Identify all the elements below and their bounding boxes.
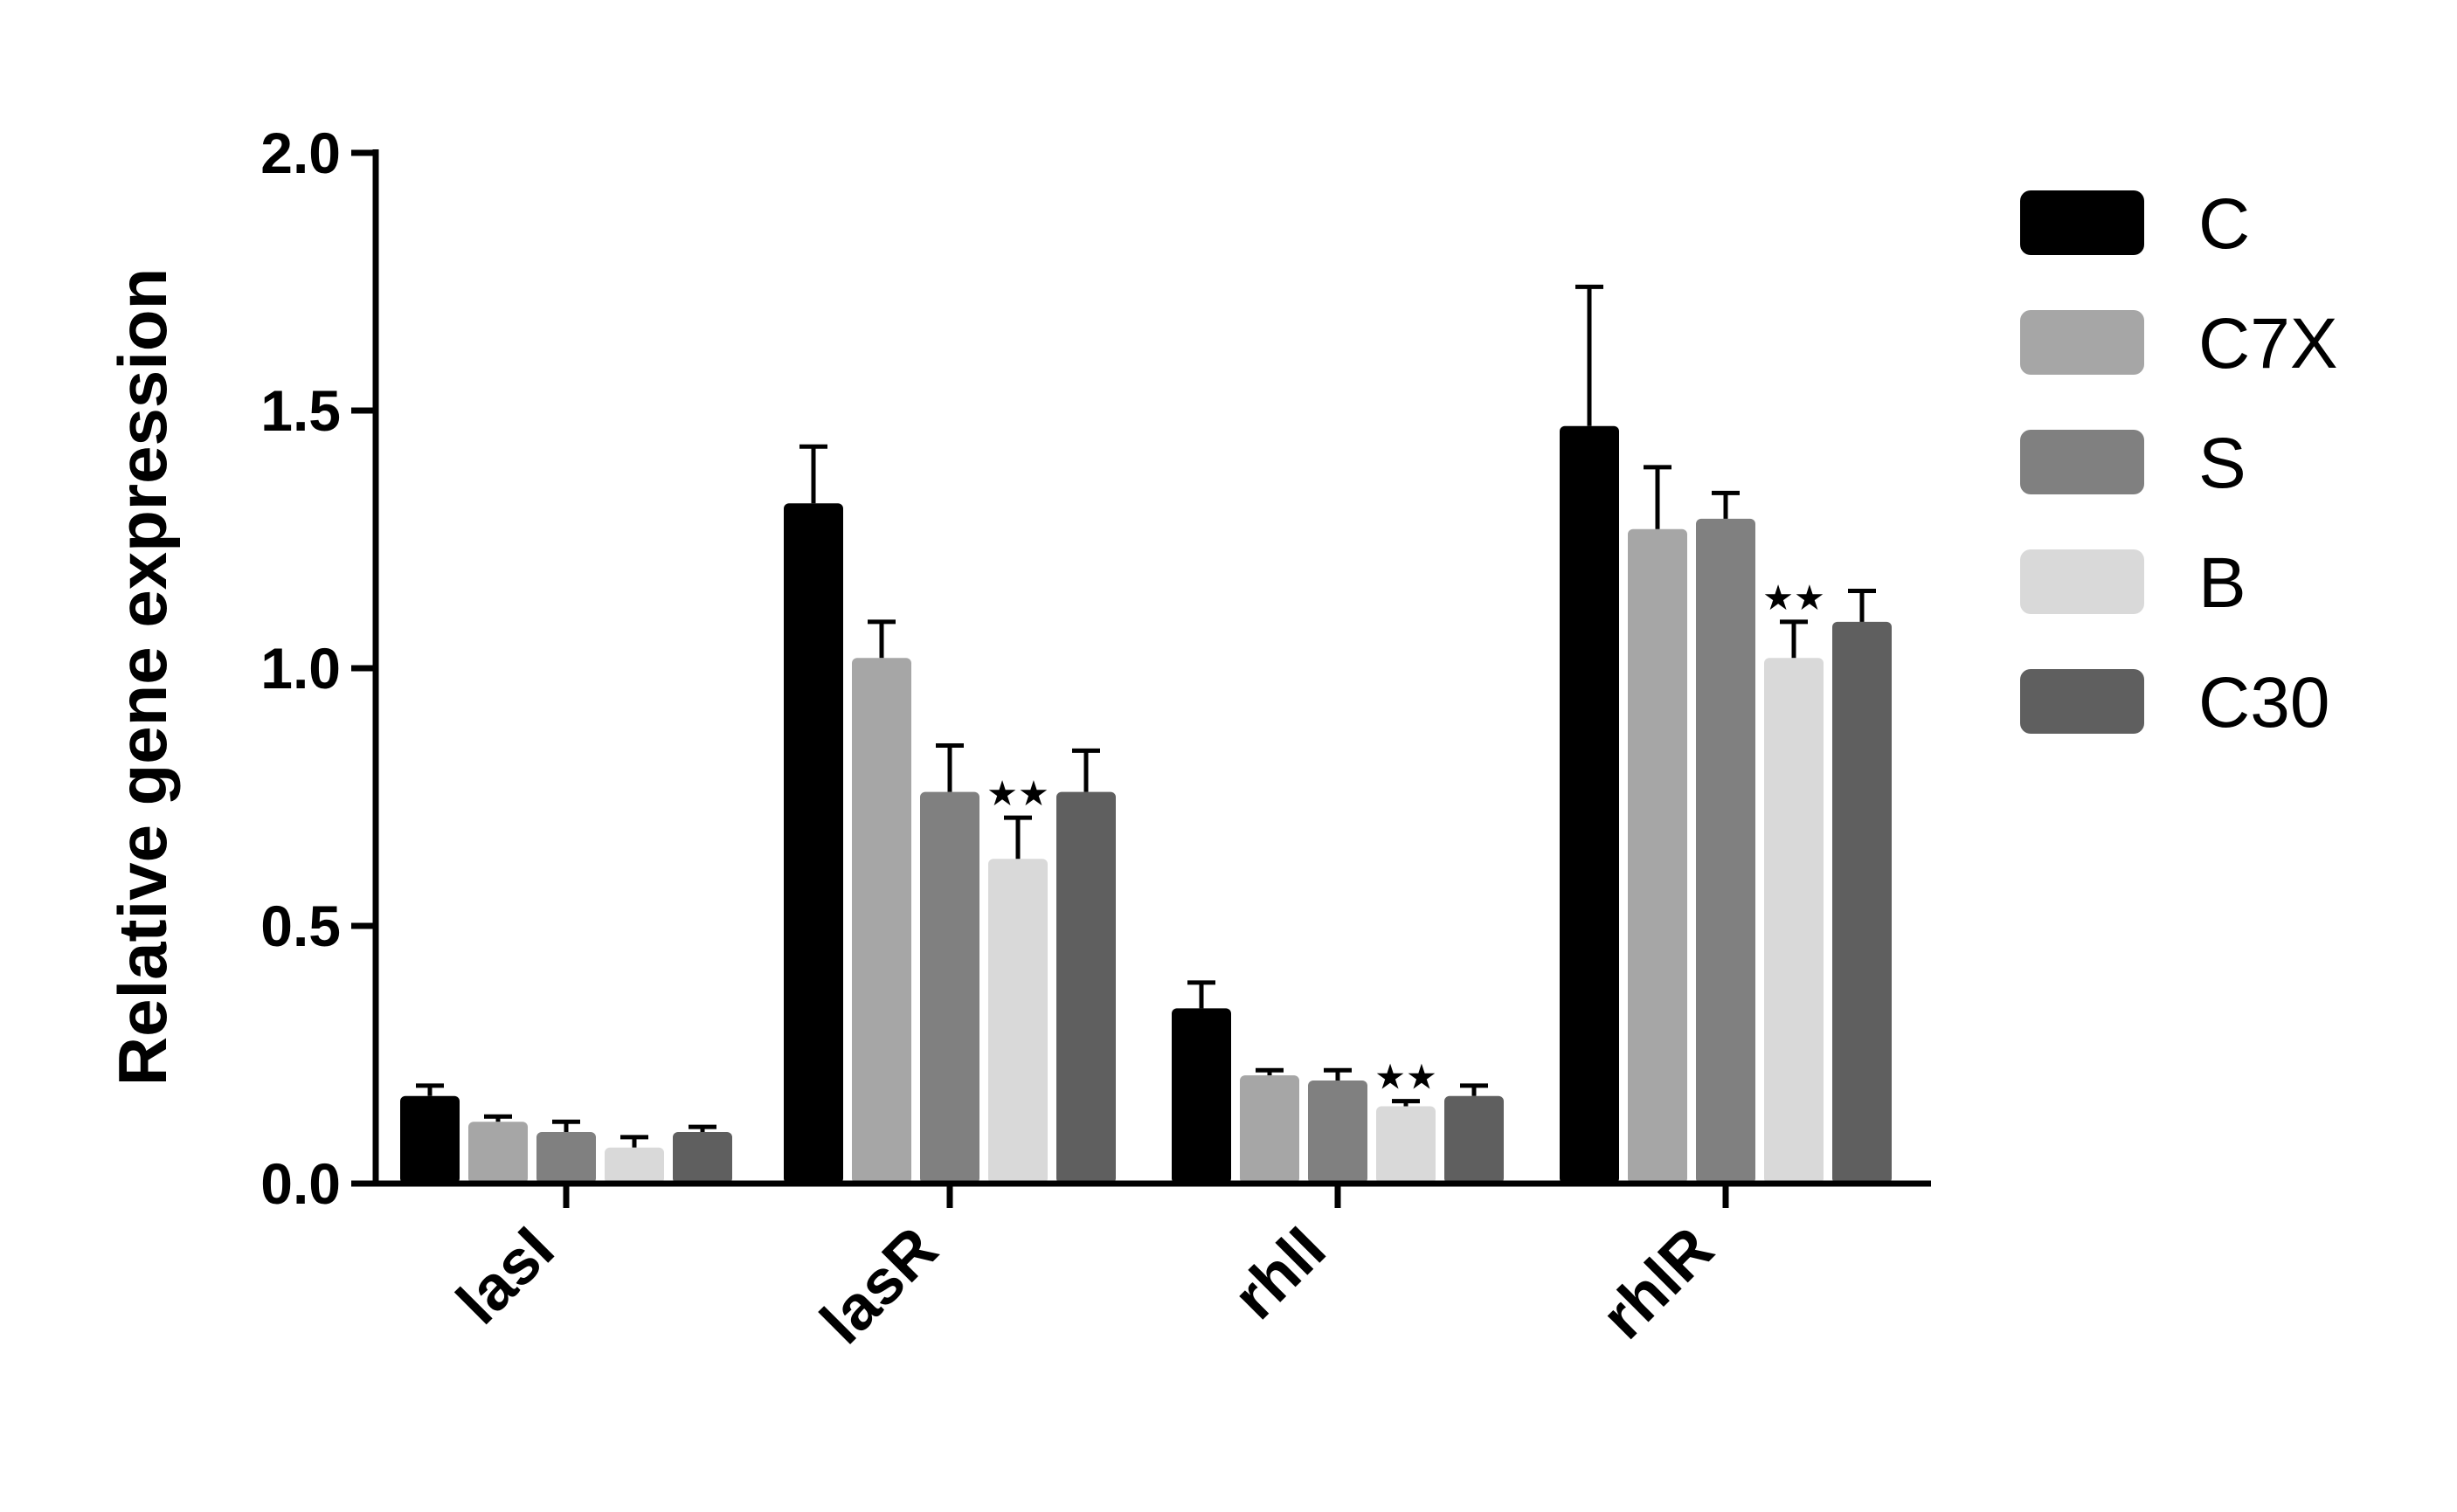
legend-swatch-B	[2020, 549, 2144, 614]
bar-C30-rhlR	[1832, 621, 1892, 1184]
bar-C-rhlR	[1560, 425, 1619, 1184]
bar-B-rhlI	[1376, 1106, 1436, 1184]
bar-C7X-lasR	[852, 658, 911, 1184]
bar-C30-lasR	[1056, 791, 1116, 1184]
significance-marker: ★★	[986, 775, 1049, 813]
y-tick-label: 1.5	[260, 378, 341, 443]
bar-B-lasI	[605, 1147, 664, 1184]
legend-label-C: C	[2198, 184, 2250, 264]
legend-swatch-C7X	[2020, 310, 2144, 375]
x-tick-label: lasR	[807, 1214, 951, 1357]
bar-C7X-rhlI	[1240, 1075, 1299, 1184]
bar-C30-rhlI	[1444, 1095, 1504, 1184]
legend-swatch-C	[2020, 190, 2144, 255]
legend-label-C30: C30	[2198, 663, 2329, 742]
bar-B-rhlR	[1764, 658, 1824, 1184]
bar-C-lasI	[400, 1095, 460, 1184]
bar-C-rhlI	[1172, 1008, 1231, 1184]
y-tick-label: 0.0	[260, 1151, 341, 1216]
bar-S-lasI	[536, 1132, 596, 1184]
significance-marker: ★★	[1762, 579, 1825, 618]
bar-S-rhlR	[1696, 518, 1755, 1184]
significance-marker: ★★	[1374, 1059, 1437, 1097]
legend-label-C7X: C7X	[2198, 304, 2338, 383]
bar-C30-lasI	[673, 1132, 732, 1184]
bar-S-rhlI	[1308, 1080, 1367, 1184]
bar-C7X-lasI	[468, 1122, 528, 1184]
bar-S-lasR	[920, 791, 979, 1184]
y-axis-title: Relative gene expression	[104, 268, 181, 1086]
legend-swatch-C30	[2020, 669, 2144, 734]
x-tick-label: rhlR	[1588, 1214, 1727, 1352]
legend-swatch-S	[2020, 430, 2144, 494]
y-tick-label: 0.5	[260, 894, 341, 958]
x-tick-label: rhlI	[1221, 1214, 1339, 1333]
bar-C-lasR	[784, 503, 843, 1184]
legend-label-B: B	[2198, 543, 2246, 623]
x-tick-label: lasI	[444, 1214, 567, 1337]
bar-B-lasR	[988, 859, 1048, 1184]
legend-label-S: S	[2198, 424, 2246, 503]
y-tick-label: 1.0	[260, 636, 341, 701]
bar-C7X-rhlR	[1628, 528, 1687, 1184]
y-tick-label: 2.0	[260, 121, 341, 185]
